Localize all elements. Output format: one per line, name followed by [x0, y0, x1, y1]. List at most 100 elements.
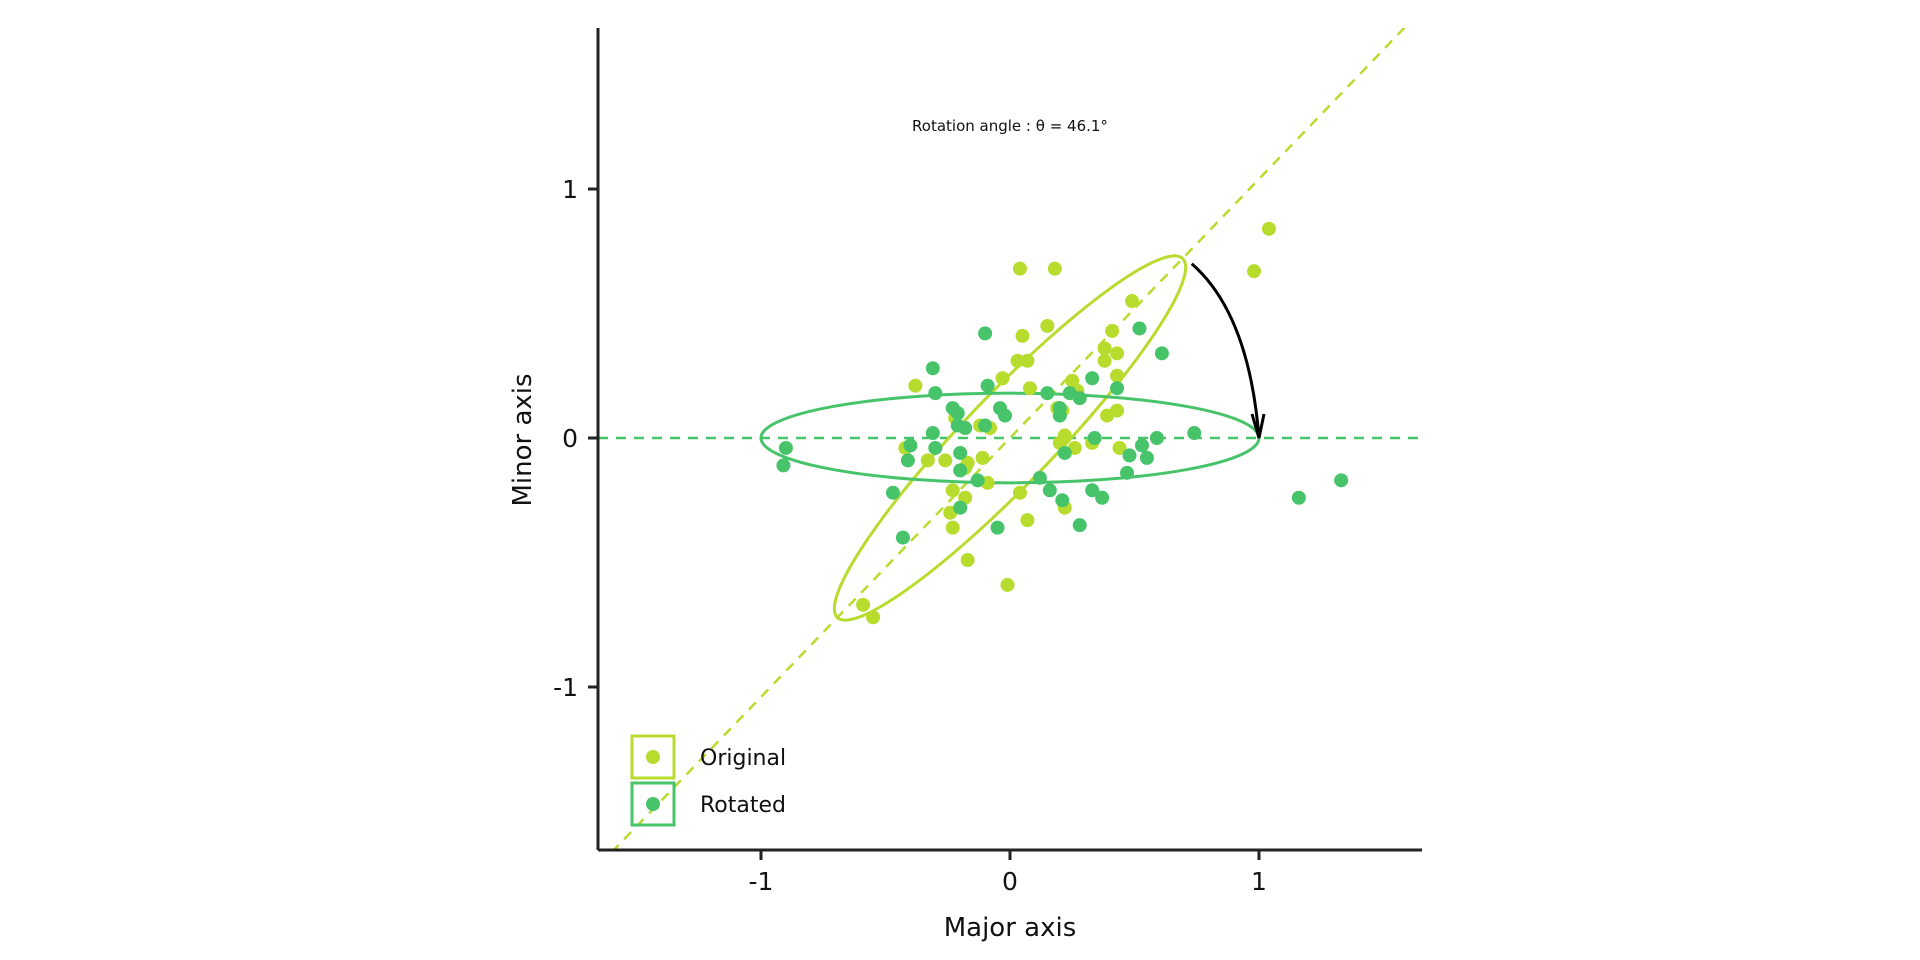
original-point	[908, 378, 923, 393]
rotated-point	[1110, 381, 1125, 396]
y-ticks: -1 0 1	[553, 175, 598, 702]
legend-dot-original	[646, 750, 660, 764]
original-point	[1125, 294, 1140, 309]
rotated-point	[978, 418, 993, 433]
rotated-point	[958, 421, 973, 436]
original-point	[945, 520, 960, 535]
original-point	[1012, 261, 1027, 276]
rotated-point	[1042, 483, 1057, 498]
original-point	[1110, 368, 1125, 383]
rotated-point	[1095, 490, 1110, 505]
rotated-point	[776, 458, 791, 473]
original-point	[1022, 381, 1037, 396]
rotated-point	[950, 406, 965, 421]
rotated-point	[928, 440, 943, 455]
rotated-point	[1087, 431, 1102, 445]
y-axis-title: Minor axis	[508, 373, 538, 506]
rotated-point	[1149, 431, 1164, 445]
rotated-point	[925, 361, 940, 376]
rotated-point	[900, 453, 915, 468]
original-point	[1097, 341, 1112, 356]
original-point	[1105, 323, 1120, 338]
original-point	[1040, 318, 1055, 333]
original-point	[938, 453, 953, 468]
legend-key-original	[630, 734, 676, 780]
data-points	[776, 221, 1349, 625]
rotated-point	[1072, 518, 1087, 533]
rotated-point	[1085, 483, 1100, 498]
legend-dot-rotated	[646, 797, 660, 811]
original-point	[1110, 346, 1125, 361]
original-point	[1010, 353, 1025, 368]
original-ellipse	[832, 254, 1188, 622]
original-point	[995, 371, 1010, 386]
rotated-point	[1040, 386, 1055, 401]
rotated-point	[1334, 473, 1349, 488]
rotation-arrow	[1190, 262, 1261, 439]
reference-lines	[598, 28, 1421, 850]
legend-key-rotated	[630, 781, 676, 827]
rotated-point	[778, 440, 793, 455]
original-point	[1012, 485, 1027, 500]
y-tick-label: -1	[553, 673, 578, 702]
original-point	[866, 610, 881, 625]
x-tick-label: 0	[1002, 867, 1018, 896]
rotation-arrow-head	[1250, 413, 1266, 439]
rotation-angle-annotation: Rotation angle : θ = 46.1°	[912, 117, 1108, 135]
rotated-point	[928, 386, 943, 401]
rotated-point	[978, 326, 993, 341]
original-point	[1097, 353, 1112, 368]
original-point	[1047, 261, 1062, 276]
rotated-point	[895, 530, 910, 545]
original-point	[975, 450, 990, 465]
rotated-point	[1072, 391, 1087, 406]
rotated-point	[1055, 493, 1070, 508]
original-point	[960, 553, 975, 568]
rotated-point	[885, 485, 900, 500]
original-point	[945, 483, 960, 498]
original-point	[1000, 577, 1015, 592]
original-point	[1020, 353, 1035, 368]
original-point	[1100, 408, 1115, 423]
rotated-point	[953, 500, 968, 515]
rotated-point	[1132, 321, 1147, 336]
rotated-point	[980, 378, 995, 393]
rotated-point	[1120, 465, 1135, 480]
rotated-point	[1032, 470, 1047, 485]
original-point	[856, 597, 871, 612]
original-point	[920, 453, 935, 468]
original-point	[1020, 513, 1035, 528]
rotated-point	[1085, 371, 1100, 386]
rotated-point	[953, 463, 968, 478]
rotated-point	[903, 438, 918, 453]
legend-label-original: Original	[700, 746, 786, 771]
rotated-point	[1154, 346, 1169, 361]
y-tick-label: 1	[562, 175, 578, 204]
original-point	[1247, 264, 1262, 279]
x-tick-label: -1	[749, 867, 774, 896]
rotated-point	[1139, 450, 1154, 465]
rotated-point	[998, 408, 1013, 423]
rotated-point	[1122, 448, 1137, 463]
legend: Original Rotated	[630, 734, 786, 827]
legend-label-rotated: Rotated	[700, 793, 786, 818]
rotated-point	[925, 426, 940, 441]
axes	[596, 28, 1422, 852]
x-axis-title: Major axis	[944, 913, 1077, 943]
original-point	[1112, 440, 1127, 455]
original-point	[1261, 221, 1276, 236]
rotated-point	[1052, 408, 1067, 423]
rotated-point	[1291, 490, 1306, 505]
rotated-point	[1187, 426, 1202, 441]
original-reference-line	[612, 28, 1406, 850]
x-tick-label: 1	[1251, 867, 1267, 896]
rotated-point	[1134, 438, 1149, 453]
rotated-point	[990, 520, 1005, 535]
rotated-point	[1057, 445, 1072, 460]
rotated-point	[970, 473, 985, 488]
original-point	[1015, 328, 1030, 343]
rotated-point	[953, 445, 968, 460]
y-tick-label: 0	[562, 424, 578, 453]
x-ticks: -1 0 1	[749, 850, 1267, 896]
